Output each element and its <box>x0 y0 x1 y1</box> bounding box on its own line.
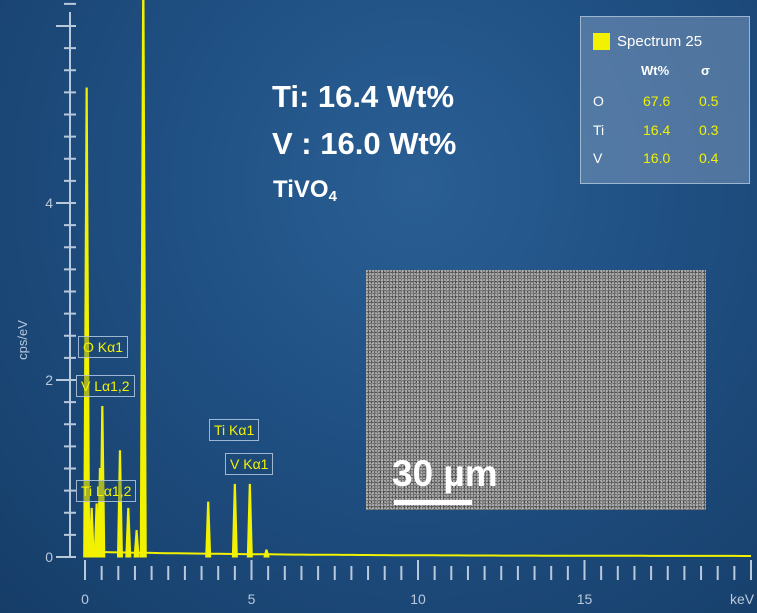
legend-element: Ti <box>593 122 605 138</box>
spectrum-peak <box>133 529 140 558</box>
y-tick-label: 4 <box>45 195 53 211</box>
spectrum-background-line <box>84 550 751 557</box>
spectrum-peak <box>116 450 123 558</box>
x-axis-label: keV <box>730 591 755 607</box>
y-tick-label: 0 <box>45 549 53 565</box>
legend-title: Spectrum 25 <box>617 33 703 50</box>
formula-subscript: 4 <box>328 188 337 205</box>
peak-label-v-la12: V Lα1,2 <box>76 375 135 397</box>
legend-element: O <box>593 93 604 109</box>
legend-sigma: 0.3 <box>699 122 719 138</box>
peak-label-ti-ka1: Ti Kα1 <box>209 419 260 441</box>
spectrum-peak <box>139 0 147 558</box>
formula-main: TiVO <box>273 176 329 203</box>
spectrum-peak <box>246 483 253 558</box>
legend-header-sigma: σ <box>701 63 710 78</box>
spectrum-peak <box>205 501 212 558</box>
spectrum-legend: Spectrum 25 Wt% σ O 67.6 0.5 Ti 16.4 0.3… <box>580 16 750 184</box>
x-tick-label: 0 <box>81 591 89 607</box>
legend-sigma: 0.4 <box>699 150 719 166</box>
peak-label-o-ka1: O Kα1 <box>78 336 128 358</box>
legend-wt: 16.0 <box>643 150 671 166</box>
v-composition-label: V : 16.0 Wt% <box>272 126 457 161</box>
ti-composition-label: Ti: 16.4 Wt% <box>272 79 455 114</box>
y-axis-label: cps/eV <box>15 320 30 360</box>
axes-layer <box>56 2 752 580</box>
x-tick-label: 10 <box>410 591 426 607</box>
x-tick-label: 15 <box>577 591 593 607</box>
sem-micrograph-inset <box>366 270 706 510</box>
spectrum-peak <box>263 549 270 558</box>
legend-sigma: 0.5 <box>699 93 719 109</box>
scale-bar-label: 30 µm <box>392 453 498 494</box>
legend-element: V <box>593 150 603 166</box>
legend-wt: 67.6 <box>643 93 671 109</box>
spectrum-peak <box>83 87 91 558</box>
spectrum-peak <box>88 507 95 558</box>
tick-labels: 0 5 10 15 0 2 4 <box>45 195 592 607</box>
legend-swatch <box>593 33 610 50</box>
x-tick-label: 5 <box>248 591 256 607</box>
y-tick-label: 2 <box>45 372 53 388</box>
formula-label: TiVO4 <box>273 176 337 205</box>
peak-label-ti-la12: Ti Lα1,2 <box>76 480 137 502</box>
spectrum-marks <box>83 0 751 558</box>
scale-bar <box>394 500 472 505</box>
legend-header-wt: Wt% <box>641 63 670 78</box>
legend-wt: 16.4 <box>643 122 671 138</box>
peak-label-v-ka1: V Kα1 <box>225 453 274 475</box>
spectrum-peak <box>125 507 132 558</box>
spectrum-peak <box>231 483 238 558</box>
spectrum-peak <box>99 406 106 558</box>
